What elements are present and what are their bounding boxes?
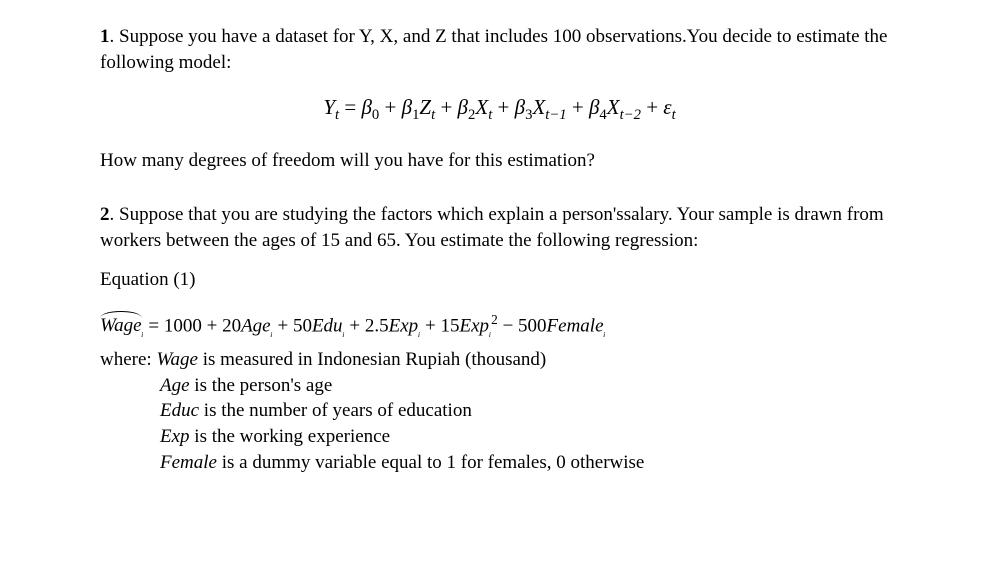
wage-plus-1: + [207, 315, 222, 336]
where-label: where: [100, 349, 156, 370]
def-age-line: Age is the person's age [100, 373, 899, 399]
q1-followup: How many degrees of freedom will you hav… [100, 148, 899, 174]
eq-xl2: X [607, 95, 620, 119]
eq-plus-4: + [572, 95, 589, 119]
eq-b4-sub: 4 [599, 107, 606, 123]
wage-v4-sup: 2 [491, 312, 498, 327]
q2-intro-text: . Suppose that you are studying the fact… [100, 204, 884, 251]
eq-b1: β [402, 95, 412, 119]
eq-eps-sub: t [672, 107, 676, 123]
wage-v3-sub: ᵢ [418, 324, 420, 339]
def-age-text: is the person's age [190, 375, 333, 396]
wage-c1: 20 [222, 315, 241, 336]
wage-c5: 500 [518, 315, 547, 336]
wage-v1: Age [241, 315, 271, 336]
q2-eq-label: Equation (1) [100, 267, 899, 293]
wage-lhs-text: Wage [100, 315, 142, 336]
q1-number: 1 [100, 26, 110, 47]
def-wage-line: where: Wage is measured in Indonesian Ru… [100, 347, 899, 373]
eq-b0: β [361, 95, 371, 119]
eq-xl2-sub: t−2 [620, 107, 641, 123]
wage-c2: 50 [293, 315, 312, 336]
def-female-line: Female is a dummy variable equal to 1 fo… [100, 450, 899, 476]
document-page: 1. Suppose you have a dataset for Y, X, … [0, 0, 999, 499]
eq-b3: β [515, 95, 525, 119]
eq-b0-sub: 0 [372, 107, 379, 123]
wage-v1-sub: ᵢ [271, 324, 273, 339]
eq-z: Z [419, 95, 431, 119]
q2-wage-equation: Wageᵢ = 1000 + 20Ageᵢ + 50Eduᵢ + 2.5Expᵢ… [100, 311, 899, 341]
eq-x-sub: t [488, 107, 492, 123]
def-age-var: Age [160, 375, 190, 396]
eq-b2: β [458, 95, 468, 119]
def-female-var: Female [160, 452, 217, 473]
wage-minus: − [503, 315, 518, 336]
wage-plus-3: + [349, 315, 364, 336]
wage-v2: Edu [312, 315, 343, 336]
eq-plus-2: + [440, 95, 457, 119]
def-exp-var: Exp [160, 426, 190, 447]
wage-c4: 15 [441, 315, 460, 336]
wage-v2-sub: ᵢ [343, 324, 345, 339]
eq-lhs-sub: t [335, 107, 339, 123]
def-educ-var: Educ [160, 400, 199, 421]
wage-v5-sub: ᵢ [604, 324, 606, 339]
wage-v4: Exp [460, 315, 490, 336]
eq-b4: β [589, 95, 599, 119]
wage-c0: 1000 [164, 315, 202, 336]
eq-z-sub: t [431, 107, 435, 123]
wage-plus-2: + [277, 315, 292, 336]
q1-intro-text: . Suppose you have a dataset for Y, X, a… [100, 26, 887, 73]
def-educ-line: Educ is the number of years of education [100, 398, 899, 424]
wage-c3: 2.5 [365, 315, 389, 336]
wage-eq-sign: = [148, 315, 163, 336]
eq-label-text: Equation (1) [100, 269, 196, 290]
wage-lhs-sub: ᵢ [142, 324, 144, 339]
wage-v3: Exp [389, 315, 419, 336]
wage-v5: Female [547, 315, 604, 336]
eq-eps: ε [663, 95, 671, 119]
def-wage-text: is measured in Indonesian Rupiah (thousa… [198, 349, 546, 370]
eq-x: X [475, 95, 488, 119]
q2-intro: 2. Suppose that you are studying the fac… [100, 202, 899, 253]
def-exp-text: is the working experience [190, 426, 390, 447]
q2-number: 2 [100, 204, 110, 225]
eq-xl1: X [532, 95, 545, 119]
eq-xl1-sub: t−1 [545, 107, 566, 123]
eq-sign: = [344, 95, 361, 119]
wage-lhs: Wage [100, 313, 142, 339]
def-exp-line: Exp is the working experience [100, 424, 899, 450]
q1-equation: Yt = β0 + β1Zt + β2Xt + β3Xt−1 + β4Xt−2 … [100, 93, 899, 126]
q2-definitions: where: Wage is measured in Indonesian Ru… [100, 347, 899, 475]
wage-plus-4: + [425, 315, 440, 336]
eq-lhs-var: Y [323, 95, 335, 119]
q1-intro: 1. Suppose you have a dataset for Y, X, … [100, 24, 899, 75]
eq-plus-3: + [498, 95, 515, 119]
def-female-text: is a dummy variable equal to 1 for femal… [217, 452, 644, 473]
eq-plus-1: + [385, 95, 402, 119]
def-wage-var: Wage [156, 349, 198, 370]
eq-plus-5: + [646, 95, 663, 119]
def-educ-text: is the number of years of education [199, 400, 472, 421]
